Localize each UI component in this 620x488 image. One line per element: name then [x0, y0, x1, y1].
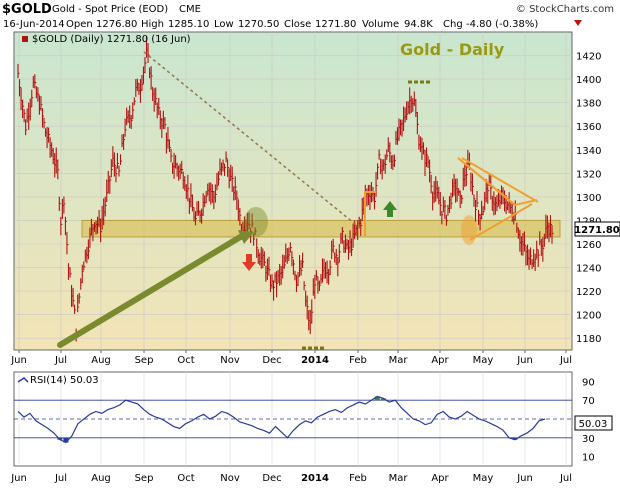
x-tick-label: Apr [431, 473, 449, 484]
volume-value: 94.8K [404, 19, 433, 30]
close-label: Close [284, 19, 311, 30]
rsi-value-label: 50.03 [579, 419, 608, 430]
price-y-tick-label: 1300 [576, 193, 601, 204]
x-tick-label: Jul [54, 473, 67, 484]
x-tick-label: Jul [559, 473, 572, 484]
x-tick-label: Feb [349, 473, 367, 484]
price-y-tick-label: 1420 [576, 52, 601, 63]
rsi-y-tick-label: 70 [582, 396, 595, 407]
quote-date: 16-Jun-2014 [3, 19, 65, 30]
watermark: © StockCharts.com [516, 4, 614, 15]
low-value: 1270.50 [238, 19, 279, 30]
price-bars [17, 36, 554, 342]
uptrend-arrowhead [238, 230, 254, 244]
x-tick-label: Apr [431, 355, 449, 366]
x-tick-label: Oct [177, 355, 194, 366]
rsi-y-tick-label: 10 [582, 453, 595, 464]
up-arrow-icon [383, 201, 397, 217]
last-price-tag [574, 221, 620, 237]
x-tick-label: Sep [135, 473, 154, 484]
last-price-label: 1271.80 [574, 225, 620, 236]
rsi-y-tick-label: 30 [582, 434, 595, 445]
x-tick-label: Nov [220, 355, 240, 366]
x-tick-label: Jun [10, 355, 27, 366]
close-value: 1271.80 [315, 19, 356, 30]
symbol: $GOLD [2, 2, 52, 17]
x-tick-label: 2014 [301, 355, 329, 366]
rsi-y-tick-label: 90 [582, 377, 595, 388]
price-y-tick-label: 1180 [576, 334, 601, 345]
price-y-axis: 1180120012201240126012801300132013401360… [576, 52, 601, 346]
price-y-tick-label: 1400 [576, 75, 601, 86]
rsi-x-axis: Jun Jul Aug Sep Oct Nov Dec 2014 Feb Mar Apr May Jun… [10, 473, 572, 484]
triangle-upper-line [461, 157, 539, 203]
rsi-line [17, 395, 546, 444]
low-label: Low [214, 19, 234, 30]
down-triangle-icon [574, 20, 582, 26]
support-zone [81, 219, 561, 238]
highlight-ellipse [461, 215, 477, 245]
high-label: High [141, 19, 164, 30]
x-tick-label: Jun [10, 473, 27, 484]
x-tick-label: Dec [262, 473, 281, 484]
open-label: Open [66, 19, 93, 30]
price-y-tick-label: 1340 [576, 146, 601, 157]
instrument-name: Gold - Spot Price (EOD) [52, 4, 168, 15]
open-value: 1276.80 [96, 19, 137, 30]
uptrend-line [57, 233, 245, 348]
rsi-value-tag [574, 415, 613, 431]
high-value: 1285.10 [168, 19, 209, 30]
rsi-legend-swatch [17, 377, 29, 383]
rsi-legend: RSI(14) 50.03 [30, 375, 99, 386]
rsi-panel [13, 371, 573, 467]
price-y-tick-label: 1360 [576, 122, 601, 133]
chart-title: Gold - Daily [400, 40, 505, 59]
price-legend: $GOLD (Daily) 1271.80 (16 Jun) [32, 34, 191, 45]
chg-label: Chg [443, 19, 463, 30]
x-tick-label: 2014 [301, 473, 329, 484]
x-tick-label: Jul [559, 355, 572, 366]
triangle-upper-line [457, 157, 538, 207]
x-tick-label: Feb [349, 355, 367, 366]
x-tick-label: Mar [389, 473, 409, 484]
price-y-tick-label: 1240 [576, 264, 601, 275]
x-tick-label: Aug [91, 473, 111, 484]
x-tick-label: Mar [389, 355, 409, 366]
legend-swatch [22, 36, 28, 42]
chg-value: -4.80 (-0.38%) [466, 19, 538, 30]
support-band [81, 219, 561, 238]
price-y-tick-label: 1380 [576, 99, 601, 110]
x-tick-label: Dec [262, 355, 281, 366]
breakout-bracket [364, 191, 376, 236]
x-tick-label: Jun [516, 473, 533, 484]
x-tick-label: Oct [177, 473, 194, 484]
x-tick-label: Jul [54, 355, 67, 366]
price-y-tick-label: 1220 [576, 287, 601, 298]
down-arrow-icon [242, 254, 256, 271]
x-tick-label: May [473, 473, 494, 484]
x-tick-label: May [473, 355, 494, 366]
price-y-tick-label: 1200 [576, 311, 601, 322]
downtrend-line [143, 51, 361, 229]
highlight-ellipse [244, 207, 268, 237]
x-tick-label: Sep [135, 355, 154, 366]
price-x-axis: Jun Jul Aug Sep Oct Nov Dec 2014 Feb Mar Apr May Jun… [10, 350, 572, 366]
x-tick-label: Aug [91, 355, 111, 366]
volume-label: Volume [362, 19, 399, 30]
price-y-tick-label: 1320 [576, 169, 601, 180]
annotations [57, 51, 539, 350]
price-y-tick-label: 1260 [576, 240, 601, 251]
exchange: CME [179, 4, 201, 15]
x-tick-label: Nov [220, 473, 240, 484]
triangle-lower-line [469, 203, 533, 241]
x-tick-label: Jun [516, 355, 533, 366]
